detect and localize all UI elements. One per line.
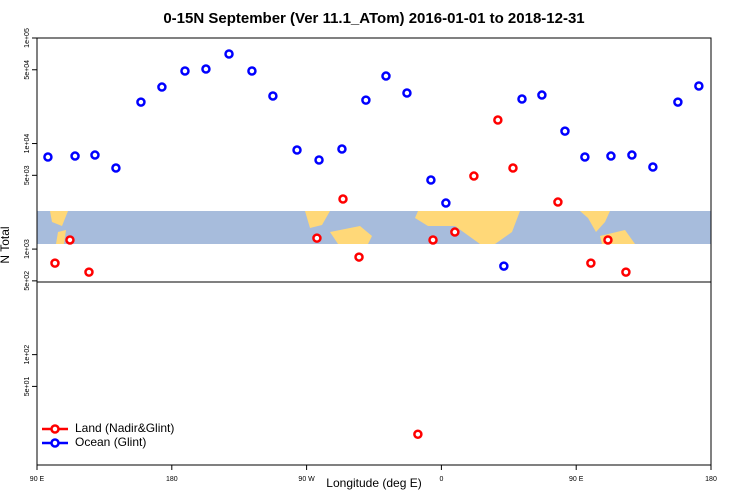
- legend-marker: [50, 424, 60, 434]
- point: [247, 66, 257, 76]
- point: [450, 227, 460, 237]
- point: [580, 152, 590, 162]
- point: [621, 267, 631, 277]
- point: [493, 115, 503, 125]
- point: [517, 94, 527, 104]
- point: [136, 97, 146, 107]
- point: [224, 49, 234, 59]
- point: [84, 267, 94, 277]
- point: [338, 194, 348, 204]
- y-tick-label: 5e+03: [24, 165, 31, 185]
- y-tick-label: 1e+02: [24, 345, 31, 365]
- y-tick-label: 1e+04: [24, 134, 31, 154]
- point: [508, 163, 518, 173]
- x-tick-label: 90 E: [30, 476, 45, 483]
- point: [428, 235, 438, 245]
- point: [606, 151, 616, 161]
- point: [499, 261, 509, 271]
- point: [111, 163, 121, 173]
- point: [268, 91, 278, 101]
- point: [361, 95, 371, 105]
- legend-label: Ocean (Glint): [75, 435, 146, 449]
- plot-frame: [36, 37, 712, 466]
- point: [648, 162, 658, 172]
- point: [157, 82, 167, 92]
- y-tick-label: 1e+03: [24, 239, 31, 259]
- point: [90, 150, 100, 160]
- point: [180, 66, 190, 76]
- x-tick-label: 180: [705, 476, 717, 483]
- chart-title: 0-15N September (Ver 11.1_ATom) 2016-01-…: [163, 10, 584, 27]
- x-tick-label: 180: [166, 476, 178, 483]
- point: [586, 258, 596, 268]
- x-tick-label: 90 W: [298, 476, 315, 483]
- y-tick-label: 5e+02: [24, 271, 31, 291]
- map-strip: [37, 211, 711, 244]
- legend-marker: [50, 438, 60, 448]
- point: [70, 151, 80, 161]
- point: [469, 171, 479, 181]
- point: [413, 429, 423, 440]
- point: [603, 235, 613, 245]
- point: [381, 71, 391, 81]
- point: [694, 81, 704, 91]
- x-tick-label: 90 E: [569, 476, 584, 483]
- point: [337, 144, 347, 154]
- point: [314, 155, 324, 165]
- legend-label: Land (Nadir&Glint): [75, 421, 174, 435]
- point: [43, 152, 53, 162]
- point: [537, 90, 547, 100]
- point: [627, 150, 637, 160]
- point: [312, 233, 322, 243]
- point: [426, 175, 436, 185]
- y-tick-label: 5e+04: [24, 60, 31, 80]
- point: [553, 197, 563, 207]
- point: [50, 258, 60, 268]
- point: [354, 252, 364, 262]
- point: [560, 126, 570, 136]
- point: [65, 235, 75, 245]
- y-tick-label: 5e+01: [24, 376, 31, 396]
- point: [201, 64, 211, 74]
- x-axis-label: Longitude (deg E): [326, 476, 421, 490]
- point: [673, 97, 683, 107]
- y-axis-label: N Total: [0, 226, 12, 263]
- point: [441, 198, 451, 208]
- x-tick-label: 0: [439, 476, 443, 483]
- point: [402, 88, 412, 98]
- y-tick-label: 1e+05: [24, 28, 31, 48]
- point: [292, 145, 302, 155]
